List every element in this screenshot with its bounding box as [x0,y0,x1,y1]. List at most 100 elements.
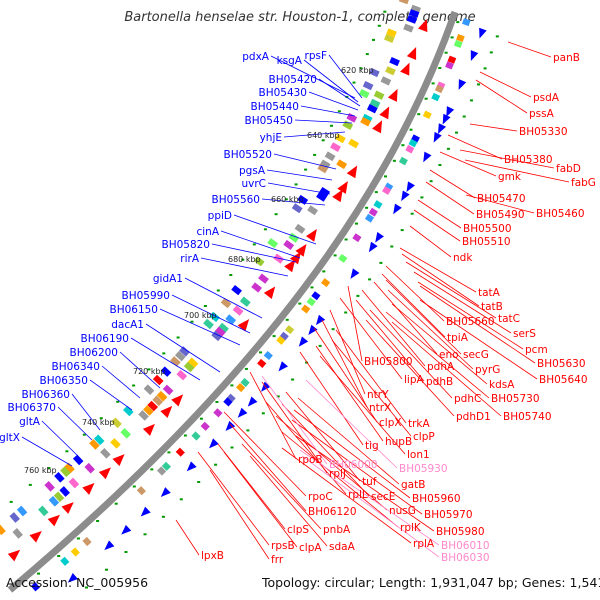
cog-block [170,356,181,367]
cog-block [111,417,122,429]
cog-block [267,238,279,249]
cog-block [330,142,341,152]
cog-block [380,76,392,86]
gene-label: clpS [287,524,309,536]
grid-dot [400,229,404,232]
grid-dot [216,289,220,292]
leader-line [223,411,307,497]
leader-line [479,71,532,98]
gene-label: BH06150 [109,304,158,316]
grid-dot [429,180,433,183]
cog-block [175,447,185,457]
cog-block [16,505,28,517]
forward-gene-arrow [186,461,197,472]
leader-line [328,54,363,99]
gene-label: BH05630 [537,358,586,370]
cog-block [138,410,149,421]
gene-label: BH05490 [476,209,525,221]
leader-line [211,243,297,263]
cog-block [152,374,164,386]
grid-dot [431,82,435,85]
grid-dot [444,51,448,54]
leader-line [507,41,552,58]
gene-label: BH06000 [329,459,378,471]
gene-label: panB [553,52,580,64]
cog-block [366,103,378,114]
cog-block [176,369,188,381]
cog-block [48,495,60,507]
leader-line [385,265,445,322]
cog-block [342,120,354,130]
gene-label: gltA [19,416,41,428]
kbp-tick-label: 760 kbp [24,466,57,475]
grid-dot [321,139,325,142]
cog-block [136,486,146,496]
leader-line [381,273,446,338]
grid-dot [374,191,378,194]
kbp-tick-label: 680 kbp [228,255,261,264]
leader-line [417,281,524,350]
leader-line [373,281,438,355]
gene-label: BH06360 [21,389,70,401]
cog-block [157,466,167,476]
grid-dot [294,183,298,186]
reverse-gene-arrow [346,165,358,179]
cog-block [456,33,465,43]
cog-block [110,438,121,449]
kbp-tick-label: 660 kbp [271,195,304,204]
kbp-tick-label: 720 kbp [133,367,166,376]
gene-label: BH05460 [536,208,585,220]
gene-label: frr [271,554,284,566]
accession-text: Accession: NC_005956 [6,575,148,590]
leader-line [171,294,251,334]
grid-dot [344,238,348,241]
gene-label: BH06030 [441,552,490,564]
grid-dot [28,483,32,486]
grid-dot [244,367,248,370]
cog-block [54,471,65,483]
cog-block [461,18,471,27]
leader-line [321,319,368,408]
grid-dot [392,159,396,162]
grid-dot [274,213,278,216]
cog-block [147,400,159,412]
forward-gene-arrow [375,232,384,243]
cog-block [12,528,23,539]
grid-dot [390,245,394,248]
cog-block [200,421,210,431]
gene-label: fabG [571,177,596,189]
leader-line [249,455,328,547]
gene-label: BH05930 [399,463,448,475]
leader-line [119,351,161,389]
cog-block [385,66,396,76]
leader-line [347,285,363,362]
gene-label: ppiD [208,210,232,222]
gene-label: BH05800 [364,356,413,368]
forward-gene-arrow [261,381,271,392]
grid-dot [455,131,458,134]
cog-block [306,297,316,307]
reverse-gene-arrow [295,244,307,257]
leader-line [184,277,263,319]
gene-label: BH06370 [7,402,56,414]
cog-block [120,427,131,439]
leader-line [159,308,241,346]
cog-block [336,159,348,170]
leader-line [405,261,497,319]
cog-block [368,67,380,78]
gene-label: BH05500 [463,223,512,235]
leader-line [283,131,346,138]
grid-dot [438,67,442,69]
gene-label: nusG [389,505,416,517]
cog-block [403,23,414,33]
leader-line [318,78,361,107]
leader-line [447,134,503,160]
forward-gene-arrow [433,131,442,143]
grid-dot [47,467,51,469]
grid-dot [272,335,276,338]
gene-label: pdxA [242,51,270,63]
cog-block [346,113,358,123]
leader-line [130,337,201,381]
grid-dot [82,433,86,436]
forward-gene-arrow [368,241,378,253]
